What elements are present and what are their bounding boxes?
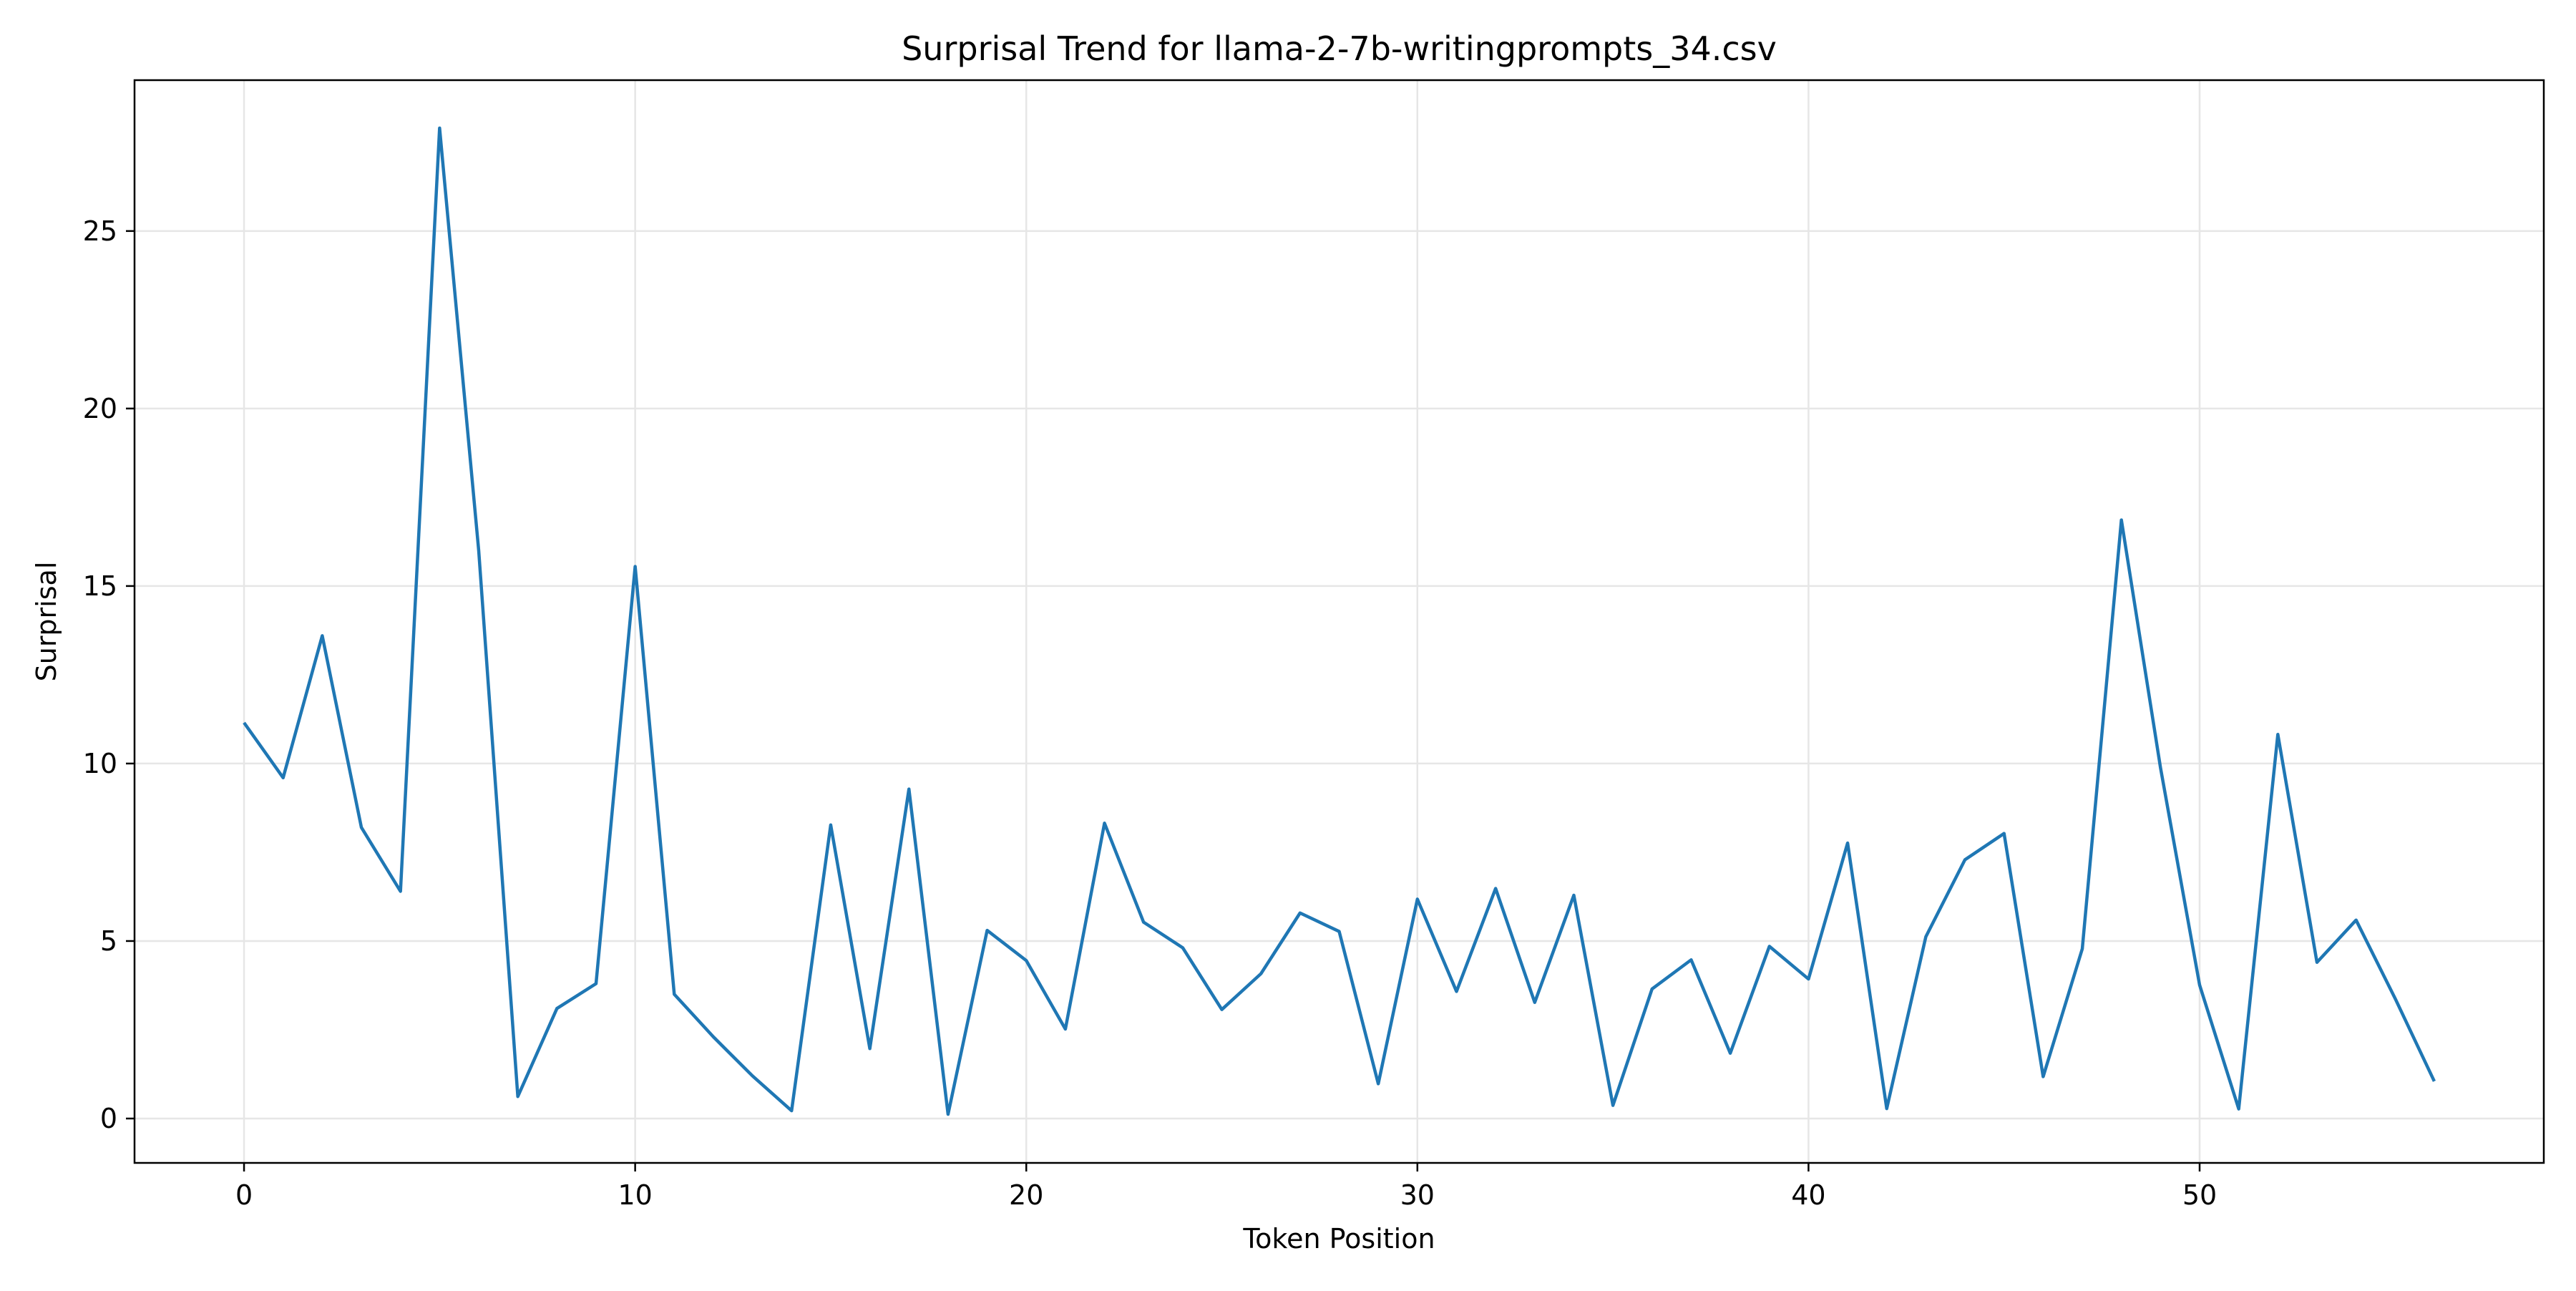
y-tick-label: 0 bbox=[100, 1103, 117, 1134]
chart-title: Surprisal Trend for llama-2-7b-writingpr… bbox=[902, 29, 1777, 68]
x-tick-label: 10 bbox=[618, 1179, 652, 1211]
y-tick-label: 5 bbox=[100, 925, 117, 957]
y-tick-label: 15 bbox=[83, 570, 117, 602]
x-tick-label: 20 bbox=[1009, 1179, 1043, 1211]
x-tick-label: 30 bbox=[1400, 1179, 1435, 1211]
y-tick-label: 20 bbox=[83, 393, 117, 424]
x-axis-label: Token Position bbox=[1242, 1223, 1435, 1255]
plot-frame bbox=[133, 79, 2545, 1164]
y-tick-label: 10 bbox=[83, 748, 117, 779]
series-line bbox=[243, 126, 2436, 1116]
x-tick-label: 40 bbox=[1791, 1179, 1825, 1211]
y-axis-label: Surprisal bbox=[31, 562, 62, 682]
line-layer bbox=[243, 126, 2436, 1116]
x-tick-label: 50 bbox=[2182, 1179, 2217, 1211]
tick-layer: 0 10 20 30 40 50 0 5 10 15 20 25 bbox=[83, 215, 2218, 1211]
grid-layer bbox=[135, 80, 2544, 1163]
x-tick-label: 0 bbox=[235, 1179, 253, 1211]
y-tick-label: 25 bbox=[83, 215, 117, 247]
